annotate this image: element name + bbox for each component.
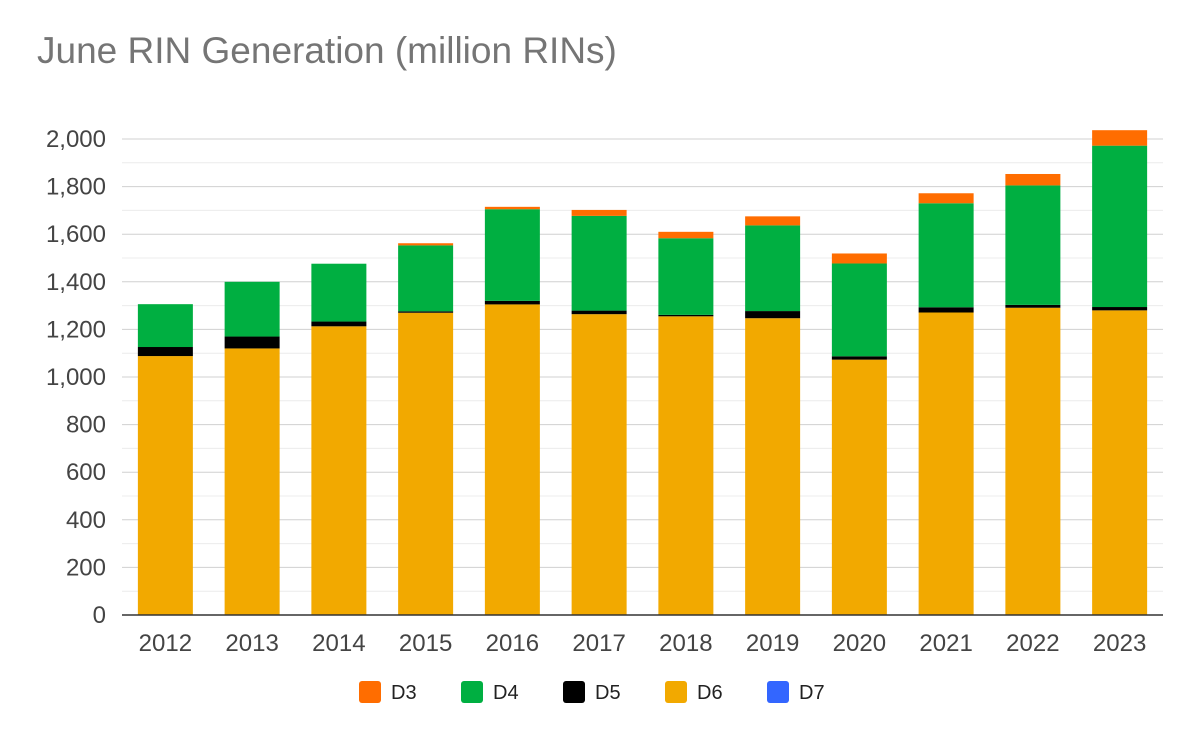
bar-d4-2021: [918, 203, 974, 308]
legend-label-d3: D3: [391, 682, 417, 704]
bar-d4-2012: [137, 304, 193, 348]
bar-d6-2017: [571, 314, 627, 615]
x-tick-label: 2020: [833, 630, 886, 657]
x-tick-label: 2014: [312, 630, 365, 657]
bar-d5-2015: [398, 311, 454, 313]
x-tick-label: 2022: [1006, 630, 1059, 657]
bar-d6-2023: [1092, 310, 1148, 615]
x-tick-label: 2012: [139, 630, 192, 657]
bar-d6-2015: [398, 312, 454, 615]
bar-d5-2013: [224, 336, 280, 349]
y-tick-label: 0: [93, 602, 106, 629]
bar-d6-2021: [918, 312, 974, 615]
bar-d6-2014: [311, 326, 367, 615]
legend-label-d7: D7: [799, 682, 825, 704]
bar-d6-2013: [224, 348, 280, 615]
bar-d3-2023: [1092, 130, 1148, 146]
bar-d3-2017: [571, 209, 627, 216]
bar-d3-2019: [745, 216, 801, 226]
bar-d5-2012: [137, 347, 193, 357]
bar-d5-2021: [918, 307, 974, 313]
bar-d3-2022: [1005, 173, 1061, 186]
bar-d5-2016: [484, 300, 540, 305]
y-tick-label: 2,000: [46, 126, 106, 153]
x-tick-label: 2017: [572, 630, 625, 657]
y-tick-label: 600: [66, 459, 106, 486]
y-tick-label: 200: [66, 554, 106, 581]
y-tick-label: 1,600: [46, 221, 106, 248]
bar-d4-2022: [1005, 185, 1061, 305]
bar-d4-2023: [1092, 145, 1148, 308]
bars: [137, 130, 1148, 615]
bar-d3-2016: [484, 206, 540, 210]
legend-swatch-d5: [563, 681, 585, 703]
bar-d6-2019: [745, 318, 801, 615]
bar-d6-2018: [658, 316, 714, 615]
bar-d4-2018: [658, 238, 714, 315]
bar-d3-2015: [398, 243, 454, 246]
x-tick-label: 2023: [1093, 630, 1146, 657]
bar-d5-2014: [311, 321, 367, 327]
bar-d6-2020: [831, 359, 887, 615]
x-tick-label: 2016: [486, 630, 539, 657]
x-tick-label: 2021: [919, 630, 972, 657]
legend-label-d6: D6: [697, 682, 723, 704]
x-tick-label: 2015: [399, 630, 452, 657]
y-tick-label: 400: [66, 507, 106, 534]
x-tick-label: 2018: [659, 630, 712, 657]
y-tick-label: 1,200: [46, 316, 106, 343]
bar-d5-2019: [745, 311, 801, 319]
y-tick-label: 1,800: [46, 174, 106, 201]
x-tick-label: 2013: [225, 630, 278, 657]
bar-d5-2023: [1092, 307, 1148, 311]
bar-d4-2016: [484, 209, 540, 301]
bar-d6-2012: [137, 356, 193, 615]
bar-d3-2020: [831, 253, 887, 264]
bar-d5-2018: [658, 314, 714, 317]
legend-swatch-d7: [767, 681, 789, 703]
bar-d5-2017: [571, 310, 627, 315]
y-tick-label: 1,400: [46, 269, 106, 296]
bar-d4-2013: [224, 281, 280, 337]
gridlines: [122, 138, 1163, 592]
bar-d6-2016: [484, 304, 540, 615]
legend-swatch-d3: [359, 681, 381, 703]
bar-d4-2020: [831, 263, 887, 357]
y-tick-label: 800: [66, 412, 106, 439]
bar-d3-2018: [658, 231, 714, 239]
y-tick-label: 1,000: [46, 364, 106, 391]
bar-d4-2015: [398, 245, 454, 312]
bar-d6-2022: [1005, 307, 1061, 615]
bar-d4-2019: [745, 225, 801, 312]
chart-title: June RIN Generation (million RINs): [37, 30, 617, 71]
bar-d5-2022: [1005, 304, 1061, 308]
legend-swatch-d6: [665, 681, 687, 703]
x-tick-label: 2019: [746, 630, 799, 657]
bar-d4-2017: [571, 215, 627, 311]
legend-label-d5: D5: [595, 682, 621, 704]
bar-d4-2014: [311, 263, 367, 322]
legend-swatch-d4: [461, 681, 483, 703]
bar-d3-2021: [918, 193, 974, 204]
bar-d5-2020: [831, 356, 887, 360]
legend-label-d4: D4: [493, 682, 519, 704]
legend: D3 D4 D5 D6 D7: [359, 681, 825, 704]
